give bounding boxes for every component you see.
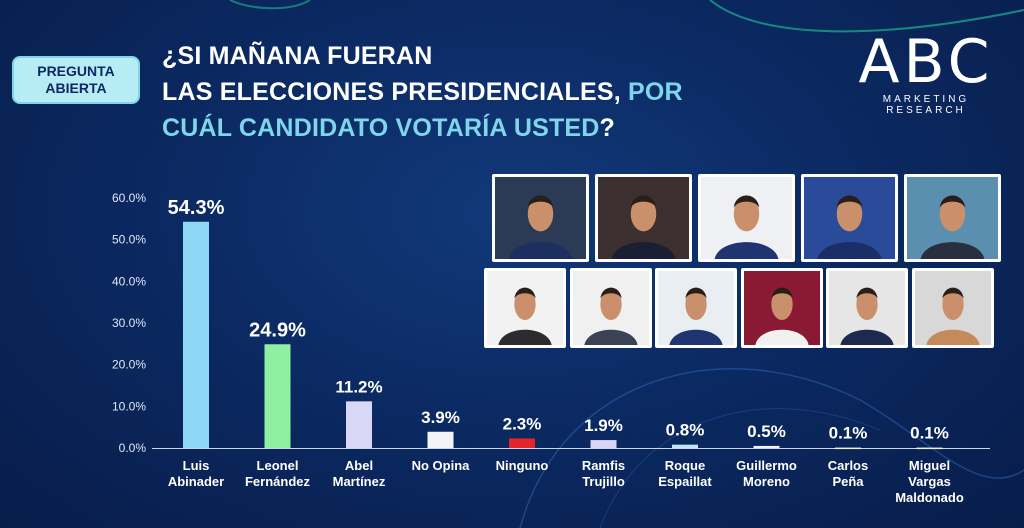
logo-letters: ABC xyxy=(858,27,994,97)
candidate-photo-6 xyxy=(484,268,566,348)
candidate-photo-10 xyxy=(826,268,908,348)
y-tick-label: 50.0% xyxy=(112,233,146,247)
candidate-photo-1 xyxy=(492,174,589,262)
bar-value-label: 1.9% xyxy=(584,416,623,435)
bar-value-label: 2.3% xyxy=(503,414,542,433)
x-category-label: Fernández xyxy=(245,474,311,489)
candidate-photo-7 xyxy=(569,268,652,348)
candidate-photo-2 xyxy=(595,174,692,262)
y-tick-label: 40.0% xyxy=(112,274,146,288)
x-category-label: Leonel xyxy=(257,458,299,473)
candidate-photo-9 xyxy=(740,268,823,348)
x-category-label: No Opina xyxy=(412,458,471,473)
candidate-photo-8 xyxy=(655,268,737,348)
candidate-photos xyxy=(484,174,1001,350)
candidate-photo-11 xyxy=(911,268,994,348)
bar xyxy=(183,221,209,448)
candidate-photo-5 xyxy=(904,174,1001,262)
badge-line-2: ABIERTA xyxy=(45,80,107,96)
x-category-label: Abinader xyxy=(168,474,224,489)
logo-subtitle-2: RESEARCH xyxy=(886,105,966,116)
x-category-label: Carlos xyxy=(828,458,868,473)
bar-value-label: 0.8% xyxy=(666,421,705,440)
x-category-label: Abel xyxy=(345,458,373,473)
title-line-2: LAS ELECCIONES PRESIDENCIALES, POR xyxy=(162,74,802,110)
title-line-3-end: ? xyxy=(599,114,616,142)
abc-logo: ABC MARKETING RESEARCH xyxy=(846,30,1006,130)
x-category-label: Peña xyxy=(832,474,864,489)
bar-value-label: 0.1% xyxy=(910,424,949,443)
x-category-label: Maldonado xyxy=(895,490,964,505)
bar-value-label: 11.2% xyxy=(335,377,382,396)
x-category-label: Martínez xyxy=(333,474,386,489)
y-tick-label: 20.0% xyxy=(112,358,146,372)
bar xyxy=(509,438,535,448)
x-category-label: Moreno xyxy=(743,474,790,489)
bar-value-label: 24.9% xyxy=(249,319,306,341)
x-category-label: Luis xyxy=(183,458,210,473)
open-question-badge: PREGUNTA ABIERTA xyxy=(12,56,140,104)
bar xyxy=(346,401,372,448)
y-tick-label: 0.0% xyxy=(119,441,147,455)
y-tick-label: 10.0% xyxy=(112,399,146,413)
candidate-photo-4 xyxy=(801,174,898,262)
bar xyxy=(835,447,861,450)
bar-value-label: 0.1% xyxy=(829,424,868,443)
chart-title: ¿SI MAÑANA FUERAN LAS ELECCIONES PRESIDE… xyxy=(162,38,802,146)
bar xyxy=(590,440,617,448)
title-line-3-accent: CUÁL CANDIDATO VOTARÍA USTED xyxy=(162,114,600,142)
bar-value-label: 54.3% xyxy=(168,197,225,219)
y-tick-label: 30.0% xyxy=(112,316,146,330)
bar xyxy=(427,431,454,448)
title-line-2-text: LAS ELECCIONES PRESIDENCIALES, xyxy=(162,78,621,106)
bar xyxy=(672,444,698,448)
title-line-1: ¿SI MAÑANA FUERAN xyxy=(162,42,433,70)
logo-subtitle-1: MARKETING xyxy=(882,94,970,105)
x-category-label: Miguel xyxy=(909,458,950,473)
x-category-label: Guillermo xyxy=(736,458,797,473)
x-category-label: Roque xyxy=(665,458,705,473)
bar-value-label: 3.9% xyxy=(421,408,460,427)
candidate-photo-3 xyxy=(698,174,795,262)
bar xyxy=(264,344,291,448)
x-category-label: Vargas xyxy=(908,474,951,489)
title-line-2-accent: POR xyxy=(628,78,683,106)
badge-line-1: PREGUNTA xyxy=(37,63,115,79)
x-category-label: Trujillo xyxy=(582,474,625,489)
title-line-3: CUÁL CANDIDATO VOTARÍA USTED? xyxy=(162,110,802,146)
x-category-label: Ramfis xyxy=(582,458,625,473)
y-tick-label: 60.0% xyxy=(112,191,146,205)
x-category-label: Espaillat xyxy=(658,474,712,489)
x-category-label: Ninguno xyxy=(496,458,549,473)
bar xyxy=(916,447,943,450)
bar-value-label: 0.5% xyxy=(747,422,786,441)
bar xyxy=(753,445,780,448)
